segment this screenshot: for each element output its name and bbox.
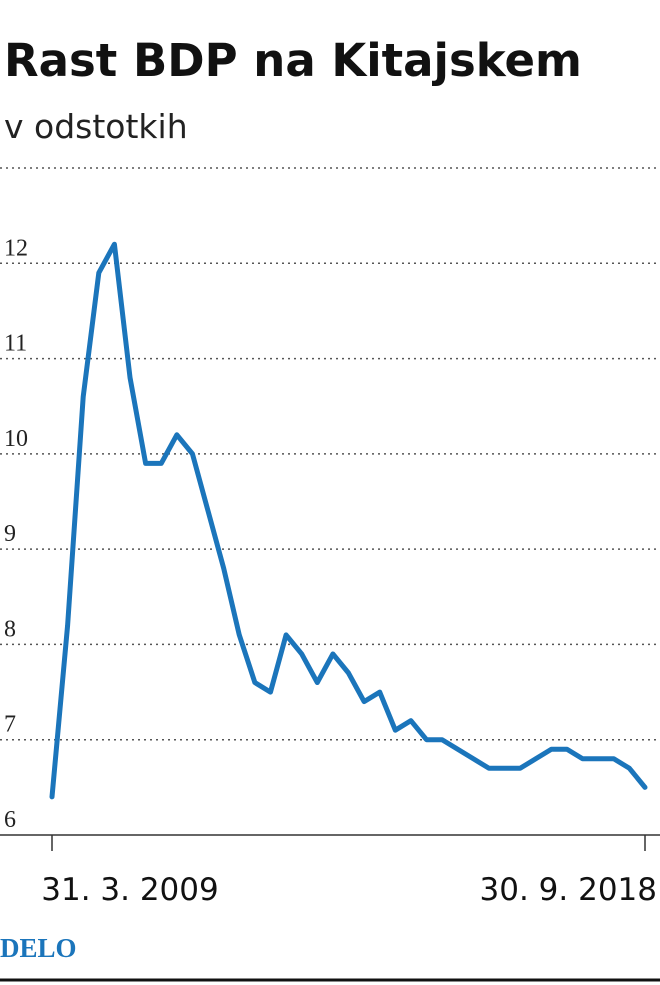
y-tick-label: 10 (4, 426, 28, 452)
y-tick-label: 11 (4, 331, 27, 357)
line (49, 241, 648, 800)
x-tick-label: 30. 9. 2018 (480, 872, 657, 908)
chart-subtitle: v odstotkih (4, 107, 188, 146)
y-tick-label: 12 (4, 235, 28, 261)
y-tick-label: 6 (4, 807, 16, 833)
y-tick-label: 8 (4, 616, 16, 642)
chart-title: Rast BDP na Kitajskem (4, 34, 582, 87)
source: DELO (0, 933, 77, 963)
x-tick-label: 31. 3. 2009 (41, 872, 218, 908)
y-tick-label: 7 (4, 712, 16, 738)
y-tick-label: 9 (4, 521, 16, 547)
